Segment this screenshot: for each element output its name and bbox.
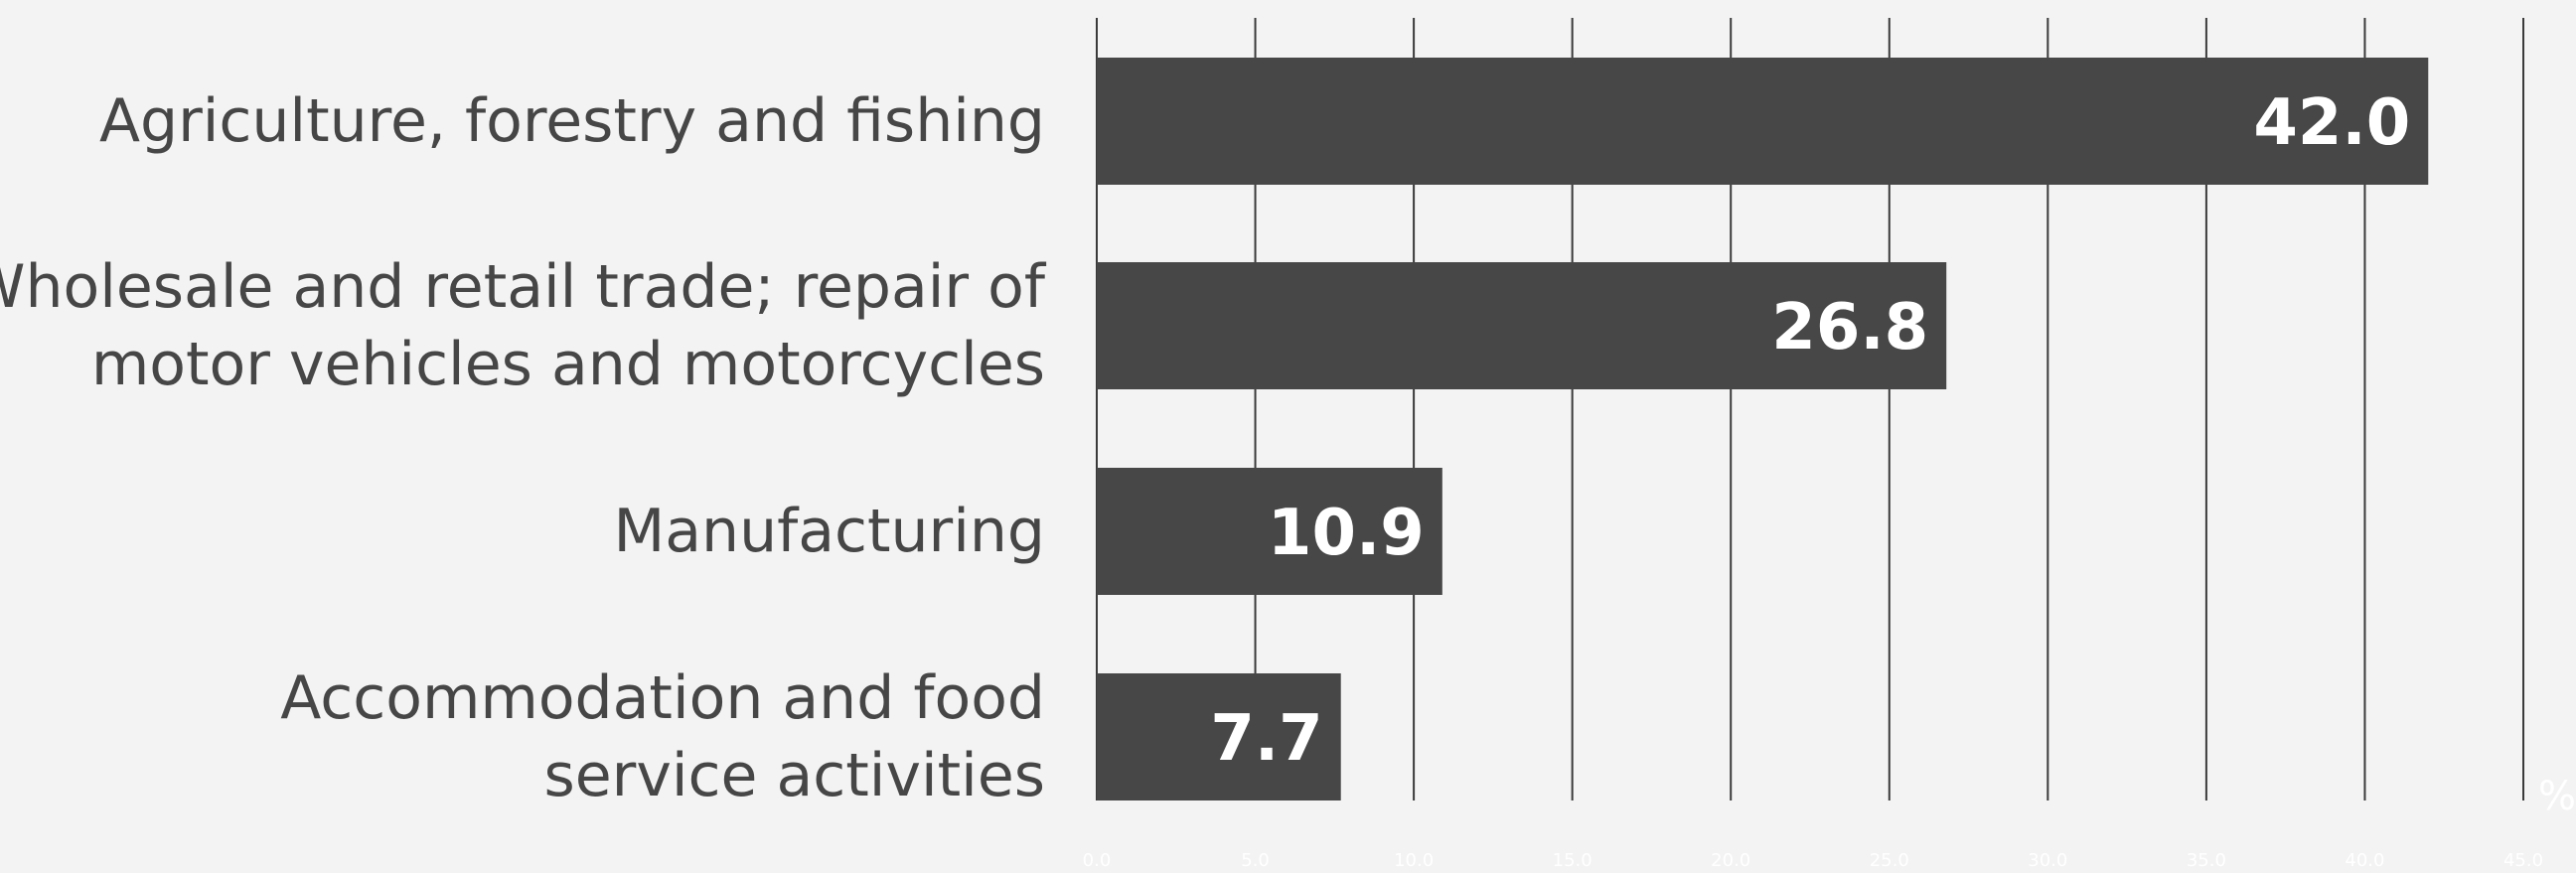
category-label: Manufacturing: [614, 497, 1045, 566]
bar-value-label: 10.9: [1268, 497, 1425, 570]
tick-label: 20.0: [1711, 850, 1750, 871]
bar-2: [1097, 468, 1442, 595]
unit-label: %: [2538, 774, 2576, 819]
tick-label: 0.0: [1083, 850, 1112, 871]
category-labels: Agriculture, forestry and fishing Wholesa…: [0, 86, 1047, 810]
tick-label: 25.0: [1870, 850, 1909, 871]
tick-label: 5.0: [1241, 850, 1270, 871]
category-label: Wholesale and retail trade; repair of: [0, 252, 1047, 322]
category-label: service activities: [544, 741, 1046, 810]
x-axis-ticks: 0.0 5.0 10.0 15.0 20.0 25.0 30.0 35.0 40.0 45.0: [1083, 850, 2543, 871]
category-label: Agriculture, forestry and fishing: [99, 86, 1045, 156]
category-label: motor vehicles and motorcycles: [91, 330, 1045, 399]
category-label: Accommodation and food: [280, 663, 1045, 733]
bar-value-label: 42.0: [2253, 86, 2410, 160]
bar-value-label: 7.7: [1210, 702, 1322, 776]
tick-label: 35.0: [2187, 850, 2226, 871]
bar-value-label: 26.8: [1771, 291, 1928, 364]
tick-label: 45.0: [2503, 850, 2543, 871]
bars: 42.0 26.8 10.9 7.7: [1097, 58, 2429, 800]
bar-1: [1097, 262, 1947, 389]
tick-label: 30.0: [2028, 850, 2067, 871]
bar-0: [1097, 58, 2429, 185]
tick-label: 40.0: [2345, 850, 2384, 871]
bar-3: [1097, 673, 1341, 800]
tick-label: 15.0: [1553, 850, 1592, 871]
tick-label: 10.0: [1394, 850, 1434, 871]
